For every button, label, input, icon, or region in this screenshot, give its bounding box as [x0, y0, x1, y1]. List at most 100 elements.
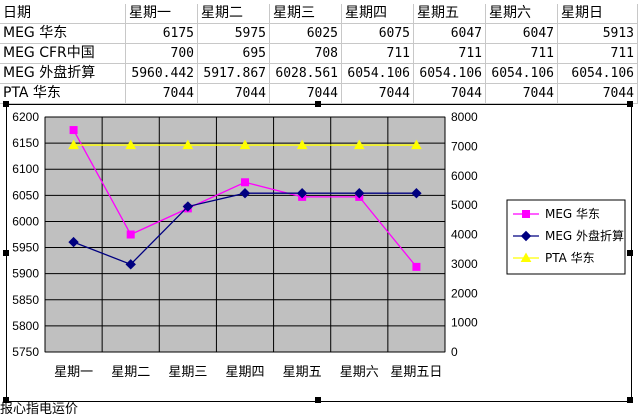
axis-labels: 5750 5800 5850 5900 5950 6000 6050 6100 6150 6200…	[12, 110, 478, 380]
header-cell[interactable]: 星期三	[270, 4, 342, 24]
y-left-tick-label: 6000	[12, 214, 39, 228]
y-right-tick-label: 4000	[451, 228, 478, 242]
data-point-diamond	[68, 236, 79, 248]
plot-area	[44, 116, 446, 353]
value-cell[interactable]: 7044	[486, 84, 558, 104]
y-right-tick-label: 2000	[451, 286, 478, 300]
value-cell[interactable]: 6054.106	[414, 64, 486, 84]
value-cell[interactable]: 7044	[198, 84, 270, 104]
data-point-square	[241, 178, 249, 187]
y-left-tick-label: 5950	[12, 241, 39, 255]
resize-handle-top-right[interactable]	[627, 101, 633, 107]
data-point-square	[412, 262, 421, 271]
header-row: 日期 星期一 星期二 星期三 星期四 星期五 星期六 星期日	[0, 4, 638, 24]
resize-handle-bottom-right[interactable]	[627, 397, 633, 403]
value-cell[interactable]: 711	[414, 44, 486, 64]
y-right-tick-label: 3000	[451, 257, 478, 271]
y-right-tick-label: 5000	[451, 198, 478, 212]
value-cell[interactable]: 700	[126, 44, 198, 64]
x-tick-label: 星期三	[168, 365, 207, 380]
data-point-triangle	[520, 252, 532, 262]
header-cell[interactable]: 星期日	[558, 4, 638, 24]
y-right-tick-label: 0	[451, 345, 458, 359]
y-left-tick-label: 6200	[12, 110, 39, 124]
y-left-tick-label: 6050	[12, 188, 39, 202]
x-tick-label: 星期四	[225, 365, 264, 380]
value-cell[interactable]: 7044	[558, 84, 638, 104]
data-point-diamond	[520, 230, 532, 242]
resize-handle-bottom-left[interactable]	[3, 397, 9, 403]
resize-handle-bottom[interactable]	[315, 397, 321, 403]
row-label[interactable]: PTA 华东	[0, 84, 126, 104]
x-tick-label: 星期五日	[390, 365, 442, 380]
value-cell[interactable]: 6047	[486, 24, 558, 44]
legend: MEG 华东 MEG 外盘折算 PTA 华东	[506, 199, 626, 275]
header-cell[interactable]: 星期一	[126, 4, 198, 24]
row-label[interactable]: MEG 华东	[0, 24, 126, 44]
data-point-diamond	[125, 259, 136, 270]
value-cell[interactable]: 7044	[414, 84, 486, 104]
chart-canvas: 5750 5800 5850 5900 5950 6000 6050 6100 6150 6200…	[12, 110, 626, 380]
x-tick-label: 星期一	[54, 365, 93, 380]
value-cell[interactable]: 5975	[198, 24, 270, 44]
value-cell[interactable]: 6047	[414, 24, 486, 44]
value-cell[interactable]: 711	[486, 44, 558, 64]
legend-label: PTA 华东	[545, 251, 595, 265]
row-label[interactable]: MEG 外盘折算	[0, 64, 126, 84]
x-tick-label: 星期二	[111, 365, 150, 380]
data-point-triangle	[239, 139, 251, 150]
data-point-diamond	[411, 187, 422, 199]
embedded-chart[interactable]: 5750 5800 5850 5900 5950 6000 6050 6100 6150 6200…	[6, 104, 632, 402]
value-cell[interactable]: 6054.106	[558, 64, 638, 84]
y-right-tick-label: 6000	[451, 169, 478, 183]
y-right-tick-label: 8000	[451, 110, 478, 124]
data-row-pta-east: PTA 华东 7044 7044 7044 7044 7044 7044 704…	[0, 84, 638, 104]
y-left-tick-label: 5900	[12, 267, 39, 281]
data-point-triangle	[296, 139, 308, 150]
grid-layer	[44, 116, 446, 353]
data-point-triangle	[411, 139, 422, 150]
data-point-square	[522, 210, 530, 218]
value-cell[interactable]: 7044	[126, 84, 198, 104]
data-point-triangle	[68, 139, 79, 150]
x-tick-label: 星期六	[340, 365, 379, 380]
value-cell[interactable]: 6028.561	[270, 64, 342, 84]
y-left-tick-label: 6100	[12, 162, 39, 176]
y-left-tick-label: 5850	[12, 293, 39, 307]
value-cell[interactable]: 5917.867	[198, 64, 270, 84]
data-point-square	[126, 230, 135, 239]
resize-handle-top[interactable]	[315, 101, 321, 107]
resize-handle-left[interactable]	[3, 250, 9, 256]
header-cell-date[interactable]: 日期	[0, 4, 126, 24]
value-cell[interactable]: 6025	[270, 24, 342, 44]
resize-handle-right[interactable]	[627, 250, 633, 256]
row-label[interactable]: MEG CFR中国	[0, 44, 126, 64]
spreadsheet-grid: 日期 星期一 星期二 星期三 星期四 星期五 星期六 星期日 MEG 华东 61…	[0, 0, 638, 104]
header-cell[interactable]: 星期六	[486, 4, 558, 24]
value-cell[interactable]: 5913	[558, 24, 638, 44]
value-cell[interactable]: 6075	[342, 24, 414, 44]
value-cell[interactable]: 695	[198, 44, 270, 64]
value-cell[interactable]: 6175	[126, 24, 198, 44]
data-point-diamond	[354, 187, 365, 199]
data-point-triangle	[353, 139, 365, 150]
header-cell[interactable]: 星期五	[414, 4, 486, 24]
value-cell[interactable]: 711	[342, 44, 414, 64]
header-cell[interactable]: 星期四	[342, 4, 414, 24]
series-lines	[68, 126, 422, 271]
y-left-tick-label: 5750	[12, 345, 39, 359]
legend-label: MEG 外盘折算	[545, 228, 624, 243]
data-row-meg-external: MEG 外盘折算 5960.442 5917.867 6028.561 6054…	[0, 64, 638, 84]
value-cell[interactable]: 7044	[342, 84, 414, 104]
x-tick-label: 星期五	[283, 365, 322, 380]
y-right-tick-label: 1000	[451, 316, 478, 330]
value-cell[interactable]: 6054.106	[486, 64, 558, 84]
value-cell[interactable]: 711	[558, 44, 638, 64]
data-point-diamond	[296, 187, 308, 199]
value-cell[interactable]: 5960.442	[126, 64, 198, 84]
header-cell[interactable]: 星期二	[198, 4, 270, 24]
value-cell[interactable]: 6054.106	[342, 64, 414, 84]
value-cell[interactable]: 7044	[270, 84, 342, 104]
resize-handle-top-left[interactable]	[3, 101, 9, 107]
value-cell[interactable]: 708	[270, 44, 342, 64]
